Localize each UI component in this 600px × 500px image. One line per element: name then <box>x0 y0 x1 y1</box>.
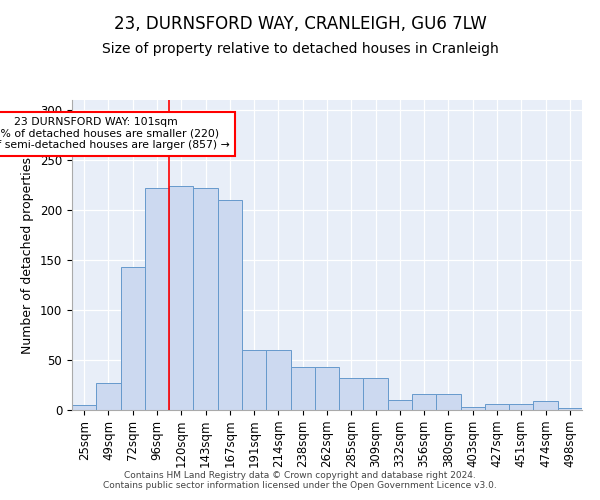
Bar <box>558 408 582 410</box>
Bar <box>266 350 290 410</box>
Text: 23, DURNSFORD WAY, CRANLEIGH, GU6 7LW: 23, DURNSFORD WAY, CRANLEIGH, GU6 7LW <box>113 15 487 33</box>
Bar <box>72 405 96 410</box>
Bar <box>364 378 388 410</box>
Bar <box>339 378 364 410</box>
Bar <box>193 188 218 410</box>
Bar <box>436 394 461 410</box>
Bar <box>485 404 509 410</box>
Bar <box>290 367 315 410</box>
Bar <box>412 394 436 410</box>
Bar <box>218 200 242 410</box>
Bar <box>145 188 169 410</box>
Bar <box>315 367 339 410</box>
Bar <box>461 407 485 410</box>
Text: 23 DURNSFORD WAY: 101sqm
← 20% of detached houses are smaller (220)
79% of semi-: 23 DURNSFORD WAY: 101sqm ← 20% of detach… <box>0 117 230 150</box>
Text: Contains HM Land Registry data © Crown copyright and database right 2024.
Contai: Contains HM Land Registry data © Crown c… <box>103 470 497 490</box>
Y-axis label: Number of detached properties: Number of detached properties <box>22 156 34 354</box>
Bar <box>169 186 193 410</box>
Bar <box>388 400 412 410</box>
Bar <box>242 350 266 410</box>
Bar <box>533 401 558 410</box>
Bar <box>96 383 121 410</box>
Bar <box>121 267 145 410</box>
Bar <box>509 404 533 410</box>
Text: Size of property relative to detached houses in Cranleigh: Size of property relative to detached ho… <box>101 42 499 56</box>
